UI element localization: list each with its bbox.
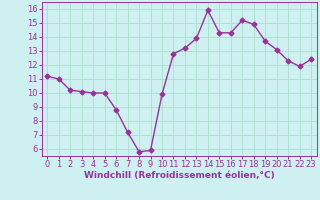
X-axis label: Windchill (Refroidissement éolien,°C): Windchill (Refroidissement éolien,°C) [84,171,275,180]
